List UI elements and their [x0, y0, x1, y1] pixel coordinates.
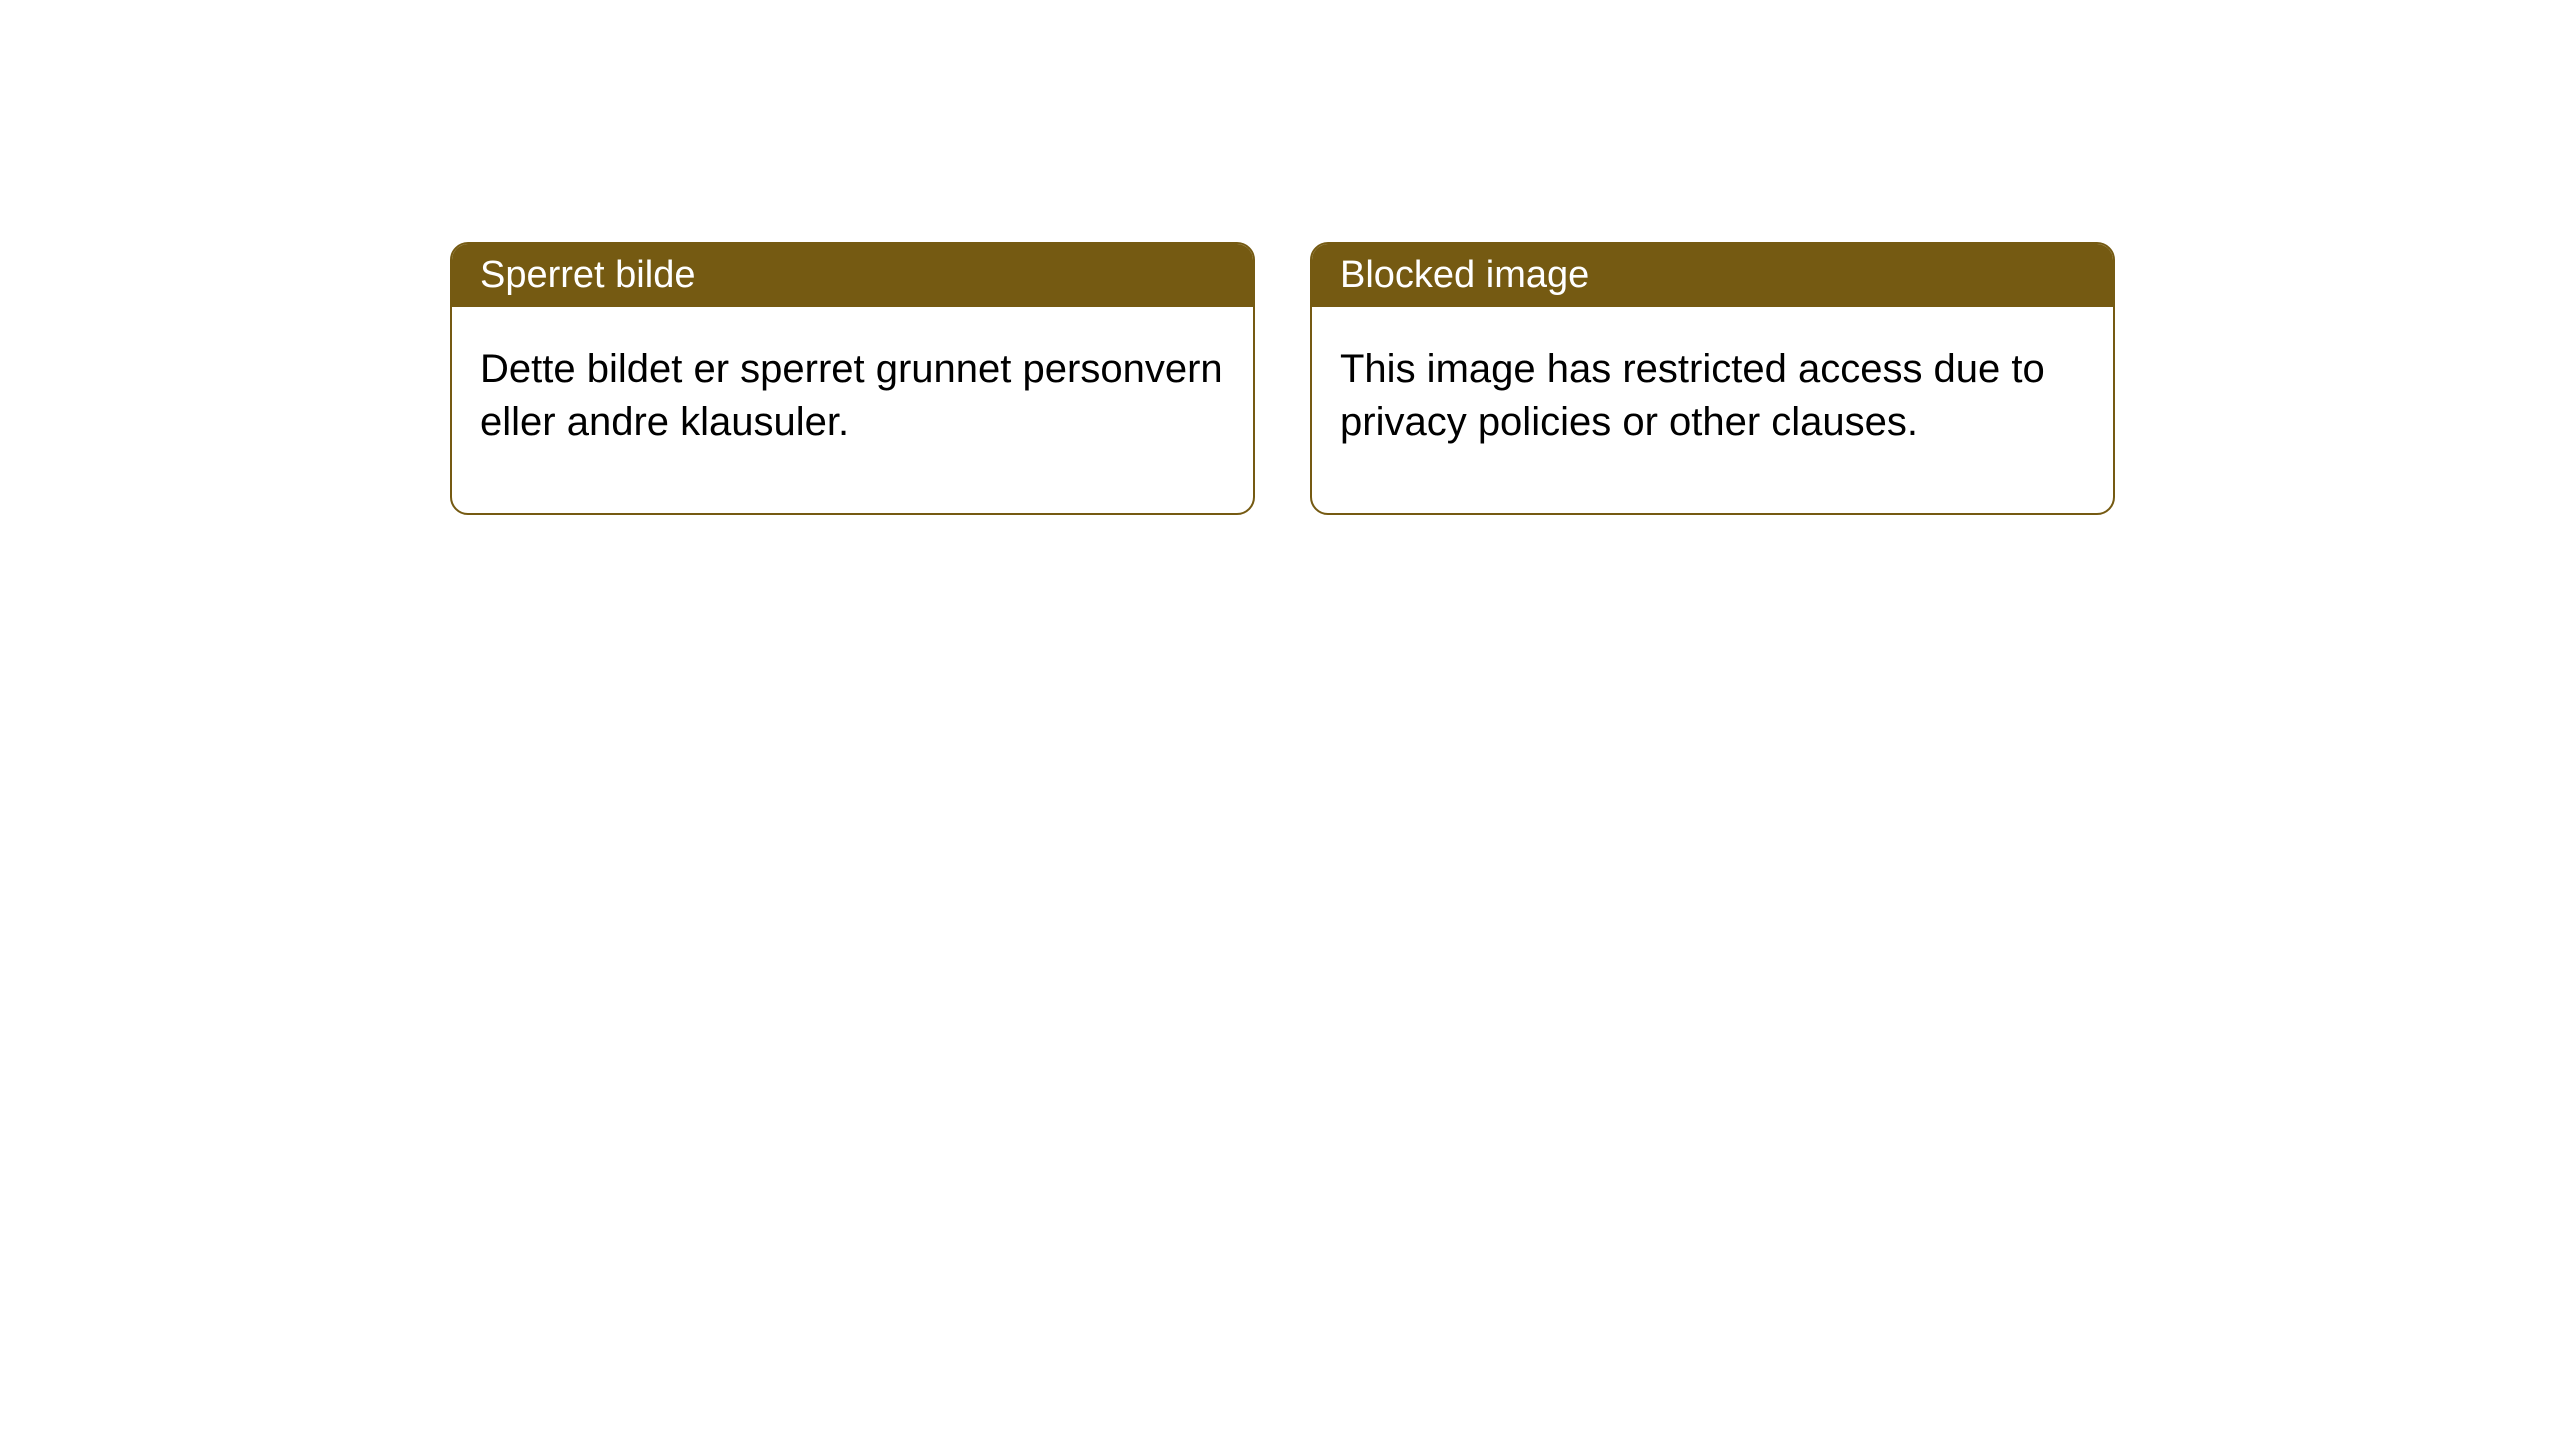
notice-body-text: Dette bildet er sperret grunnet personve…: [480, 347, 1223, 444]
notice-header: Blocked image: [1312, 244, 2113, 307]
notice-body-text: This image has restricted access due to …: [1340, 347, 2045, 444]
notice-header: Sperret bilde: [452, 244, 1253, 307]
notice-container: Sperret bilde Dette bildet er sperret gr…: [450, 242, 2115, 515]
notice-card-english: Blocked image This image has restricted …: [1310, 242, 2115, 515]
notice-body: This image has restricted access due to …: [1312, 307, 2113, 513]
notice-title: Blocked image: [1340, 254, 1589, 296]
notice-card-norwegian: Sperret bilde Dette bildet er sperret gr…: [450, 242, 1255, 515]
notice-body: Dette bildet er sperret grunnet personve…: [452, 307, 1253, 513]
notice-title: Sperret bilde: [480, 254, 695, 296]
